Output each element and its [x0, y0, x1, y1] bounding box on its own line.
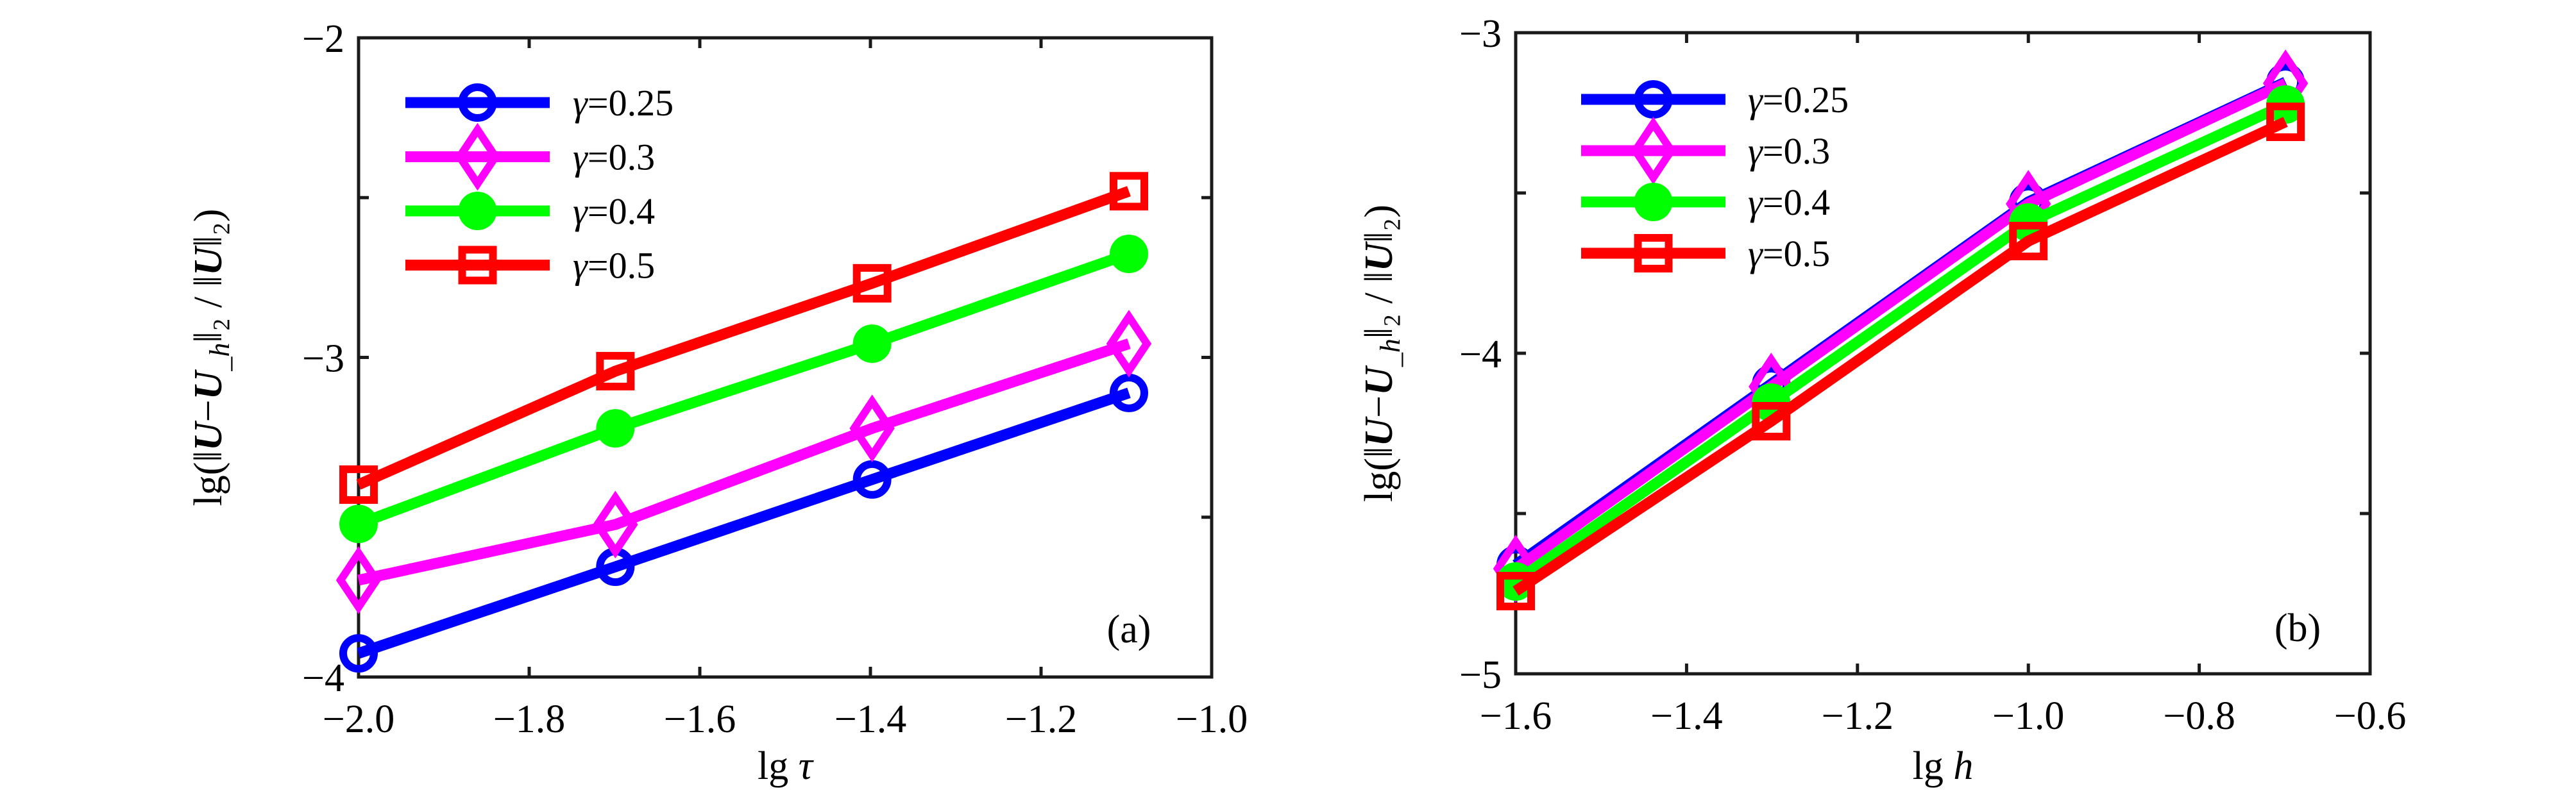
y-axis-label-part: ‖₂) [187, 209, 230, 247]
panel-a: −2.0 −1.8 −1.6 −1.4 −1.2 −1.0−4−3−2lg τlg(‖U−… [187, 17, 1248, 788]
y-tick-label: −3 [302, 337, 344, 381]
y-axis-label-part: ‖₂ / ‖ [1357, 271, 1401, 339]
y-tick-label: −5 [1459, 653, 1502, 697]
y-axis-label-part: ‖₂ / ‖ [187, 276, 230, 343]
legend-marker-icon [455, 122, 500, 191]
data-point-3-2 [852, 263, 892, 303]
legend-label: γ=0.3 [573, 137, 655, 178]
data-point-3-3 [1109, 172, 1148, 211]
series-line-2 [357, 248, 1131, 530]
legend-entry: γ=0.25 [405, 82, 674, 124]
y-axis-label-part: − [187, 399, 230, 422]
x-tick-label: −1.6 [664, 698, 736, 741]
legend-marker-icon [458, 83, 497, 122]
x-axis-label: lg h [1913, 744, 1974, 788]
data-point-3-0 [1496, 572, 1535, 610]
y-axis-label-part: U [1357, 365, 1401, 396]
data-point-1-0 [335, 546, 382, 614]
y-axis-label-part: lg(‖ [1357, 447, 1401, 502]
x-tick-label: −1.2 [1822, 694, 1894, 738]
data-point-0-0 [339, 634, 378, 673]
panel-label: (b) [2275, 606, 2321, 650]
data-point-2-1 [596, 409, 635, 448]
x-tick-label: −1.4 [1650, 694, 1722, 738]
legend-entry: γ=0.3 [405, 122, 655, 191]
y-axis-label-part: U [1357, 240, 1401, 271]
y-axis-label-part: U [1357, 416, 1401, 447]
legend-entry: γ=0.4 [405, 190, 655, 232]
y-tick-label: −2 [302, 17, 344, 61]
x-tick-label: −1.2 [1005, 698, 1077, 741]
data-point-2-2 [852, 324, 892, 364]
y-axis-label: lg(‖U−U_h‖₂ / ‖U‖₂) [187, 209, 235, 506]
y-axis-label-part: U [187, 369, 230, 399]
legend-entry: γ=0.5 [1581, 233, 1830, 274]
data-point-3-1 [1752, 402, 1791, 440]
x-axis-label-var: τ [799, 744, 815, 788]
legend-label: γ=0.5 [1748, 233, 1830, 274]
x-tick-label: −1.0 [1176, 698, 1248, 741]
legend-label: γ=0.4 [1748, 181, 1830, 223]
x-axis-label: lg τ [758, 744, 815, 788]
y-axis-label-part: ‖₂) [1357, 205, 1401, 243]
x-tick-label: −1.4 [835, 698, 906, 741]
y-tick-label: −4 [302, 656, 344, 700]
legend-label: γ=0.25 [1748, 79, 1849, 121]
x-tick-label: −1.8 [493, 698, 565, 741]
x-axis-label-var: h [1953, 744, 1973, 788]
y-axis-label-part: − [1357, 396, 1401, 418]
legend-marker-icon [1634, 80, 1673, 119]
series-line-0 [357, 387, 1131, 659]
y-axis-label-part: _h [204, 343, 235, 372]
data-point-2-3 [1109, 234, 1148, 273]
legend-label: γ=0.4 [573, 190, 655, 232]
legend-marker-icon [458, 192, 497, 230]
legend-label: γ=0.25 [573, 82, 674, 124]
y-tick-label: −3 [1459, 12, 1502, 56]
series-line-3 [356, 186, 1131, 490]
x-tick-label: −0.6 [2334, 694, 2406, 738]
x-tick-label: −1.6 [1480, 694, 1552, 738]
data-point-3-1 [596, 351, 635, 390]
series-line-3 [1513, 117, 2288, 596]
x-tick-label: −1.0 [1992, 694, 2064, 738]
legend-marker-icon [458, 246, 497, 285]
x-tick-label: −0.8 [2163, 694, 2235, 738]
legend-entry: γ=0.3 [1581, 117, 1830, 185]
data-point-1-3 [1106, 310, 1152, 378]
data-point-2-0 [339, 505, 378, 544]
legend-entry: γ=0.5 [405, 245, 655, 287]
series-line-1 [357, 338, 1131, 586]
y-axis-label: lg(‖U−U_h‖₂ / ‖U‖₂) [1357, 205, 1406, 502]
panel-label: (a) [1107, 608, 1151, 651]
legend-label: γ=0.5 [573, 245, 655, 287]
x-axis-label-prefix: lg [758, 744, 799, 788]
y-tick-label: −4 [1459, 333, 1502, 376]
panel-b: −1.6 −1.4 −1.2 −1.0 −0.8 −0.6−5−4−3lg hlg(‖U−… [1357, 12, 2406, 788]
y-axis-label-part: U [187, 245, 230, 276]
data-point-3-0 [339, 465, 378, 504]
x-tick-label: −2.0 [323, 698, 394, 741]
y-axis-label-part: _h [1375, 339, 1406, 367]
data-point-1-1 [593, 490, 638, 559]
legend-entry: γ=0.25 [1581, 79, 1849, 121]
data-point-0-2 [852, 460, 892, 499]
legend-label: γ=0.3 [1748, 130, 1830, 172]
legend-entry: γ=0.4 [1581, 181, 1830, 223]
data-point-3-2 [2009, 222, 2048, 260]
y-axis-label-part: lg(‖ [187, 451, 230, 506]
legend-marker-icon [1634, 234, 1673, 272]
legend-marker-icon [1634, 183, 1673, 221]
data-point-3-3 [2266, 103, 2305, 141]
y-axis-label-part: U [187, 420, 230, 451]
series-line-2 [1513, 99, 2288, 586]
legend-marker-icon [1631, 117, 1676, 185]
series-line-1 [1513, 78, 2288, 573]
x-axis-label-prefix: lg [1913, 744, 1954, 788]
data-point-1-2 [849, 394, 895, 462]
